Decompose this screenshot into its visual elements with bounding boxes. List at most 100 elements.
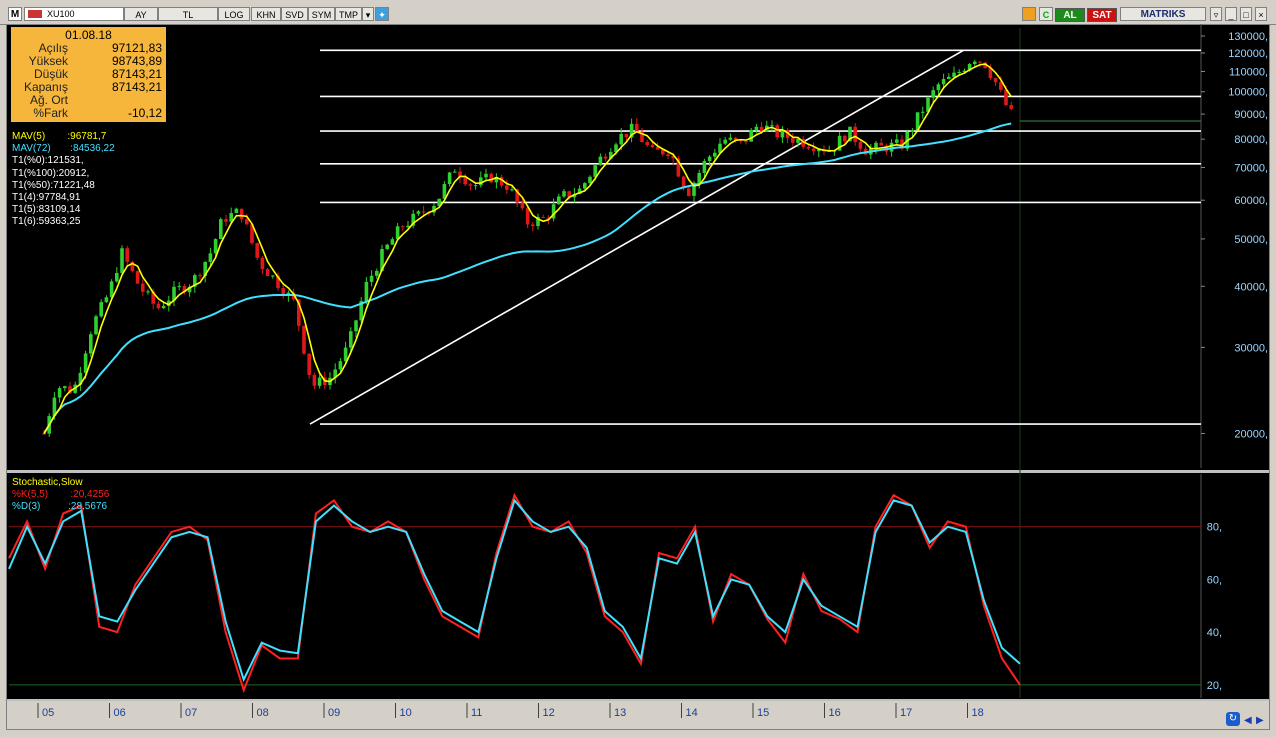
candle-body — [375, 270, 379, 276]
svd-button[interactable]: SVD — [281, 7, 308, 21]
info-box: 01.08.18 Açılış 97121,83 Yüksek 98743,89 Düş… — [10, 26, 167, 123]
khn-button[interactable]: KHN — [251, 7, 281, 21]
info-value: 97121,83 — [111, 41, 162, 55]
candle-body — [593, 165, 597, 177]
scroll-left-icon[interactable]: ◀ — [1244, 715, 1252, 726]
candle-body — [687, 188, 691, 196]
candle-body — [234, 208, 239, 214]
candle-body — [900, 139, 904, 149]
candle-body — [302, 325, 306, 354]
x-tick-label: 10 — [400, 707, 412, 719]
sync-icon[interactable]: ↻ — [1226, 712, 1240, 726]
candle-body — [167, 300, 171, 306]
candle-body — [89, 334, 93, 354]
candle-body — [250, 224, 254, 244]
info-value: -10,12 — [127, 106, 162, 120]
y-tick-label: 110000, — [1229, 66, 1268, 78]
candle-body — [874, 142, 878, 149]
currency-button[interactable]: TL — [158, 7, 218, 21]
candle-body — [707, 156, 712, 162]
close-icon[interactable]: × — [1255, 7, 1267, 21]
candle-body — [83, 353, 88, 373]
candle-body — [988, 67, 993, 79]
candle-body — [99, 302, 103, 317]
legend-entry: T1(6):59363,25 — [12, 216, 81, 228]
x-tick-label: 11 — [471, 707, 482, 719]
panel-divider — [7, 699, 1269, 701]
x-tick-label: 09 — [328, 707, 340, 719]
candle-body — [479, 177, 483, 186]
candle-body — [68, 386, 72, 393]
candle-body — [661, 149, 665, 155]
symbol-input[interactable]: XU100 — [24, 7, 124, 21]
info-row: Ağ. Ort — [11, 94, 166, 107]
panel-divider — [7, 470, 1269, 473]
menu-icon[interactable]: ▿ — [1210, 7, 1222, 21]
candle-body — [213, 239, 218, 254]
candle-body — [791, 138, 795, 143]
maximize-icon[interactable]: □ — [1240, 7, 1252, 21]
x-tick-label: 16 — [829, 707, 841, 719]
x-tick-label: 12 — [543, 707, 555, 719]
tmp-button[interactable]: TMP — [335, 7, 362, 21]
candle-body — [265, 269, 270, 277]
candle-body — [125, 248, 129, 262]
stoch-tick-label: 40, — [1207, 627, 1222, 639]
candle-body — [484, 173, 488, 178]
lock-icon[interactable] — [1022, 7, 1036, 21]
sell-button[interactable]: SAT — [1087, 8, 1117, 22]
sym-button[interactable]: SYM — [308, 7, 335, 21]
candle-body — [520, 202, 525, 209]
candle-body — [161, 305, 166, 309]
candle-body — [889, 142, 894, 152]
x-tick-label: 06 — [114, 707, 126, 719]
minimize-icon[interactable]: _ — [1225, 7, 1237, 21]
candle-body — [973, 61, 977, 64]
candle-body — [239, 208, 244, 220]
candle-body — [895, 139, 899, 143]
candle-body — [811, 148, 816, 152]
info-label: Yüksek — [28, 54, 68, 68]
chart-area[interactable] — [6, 24, 1270, 730]
candle-body — [999, 82, 1003, 90]
info-label: Düşük — [33, 67, 68, 81]
candle-body — [645, 142, 649, 146]
candle-body — [333, 369, 337, 378]
candle-body — [447, 172, 452, 185]
info-value: 87143,21 — [111, 80, 162, 94]
candle-body — [411, 213, 415, 226]
x-axis-bar — [7, 701, 1269, 729]
candle-body — [219, 219, 223, 240]
candle-body — [473, 185, 478, 187]
candle-body — [156, 303, 161, 309]
y-tick-label: 80000, — [1234, 134, 1268, 146]
info-row: Yüksek 98743,89 — [11, 55, 166, 68]
info-value: 98743,89 — [111, 54, 162, 68]
refresh-icon[interactable]: C — [1039, 7, 1053, 21]
info-date: 01.08.18 — [65, 28, 112, 42]
symbol-text: XU100 — [47, 9, 75, 19]
candle-body — [395, 226, 400, 240]
x-tick-label: 18 — [972, 707, 984, 719]
candle-body — [281, 288, 285, 296]
log-button[interactable]: LOG — [218, 7, 250, 21]
buy-button[interactable]: AL — [1055, 8, 1085, 22]
twitter-icon[interactable]: ✦ — [375, 7, 389, 21]
candle-body — [453, 171, 457, 173]
scroll-right-icon[interactable]: ▶ — [1256, 715, 1264, 726]
legend-entry: %D(3) :28,5676 — [12, 501, 108, 513]
info-row: %Fark -10,12 — [11, 107, 166, 120]
candle-body — [364, 281, 369, 302]
period-button[interactable]: AY — [124, 7, 158, 21]
legend-entry: %K(5,5) :20,4256 — [12, 489, 110, 501]
candle-body — [208, 253, 213, 262]
x-tick-label: 14 — [686, 707, 698, 719]
app-logo[interactable]: M — [8, 7, 22, 21]
dropdown-icon[interactable]: ▾ — [362, 7, 374, 21]
stoch-tick-label: 20, — [1207, 680, 1222, 692]
info-row: Kapanış 87143,21 — [11, 81, 166, 94]
candle-body — [546, 217, 551, 219]
candle-body — [921, 111, 925, 113]
candle-body — [962, 70, 967, 73]
